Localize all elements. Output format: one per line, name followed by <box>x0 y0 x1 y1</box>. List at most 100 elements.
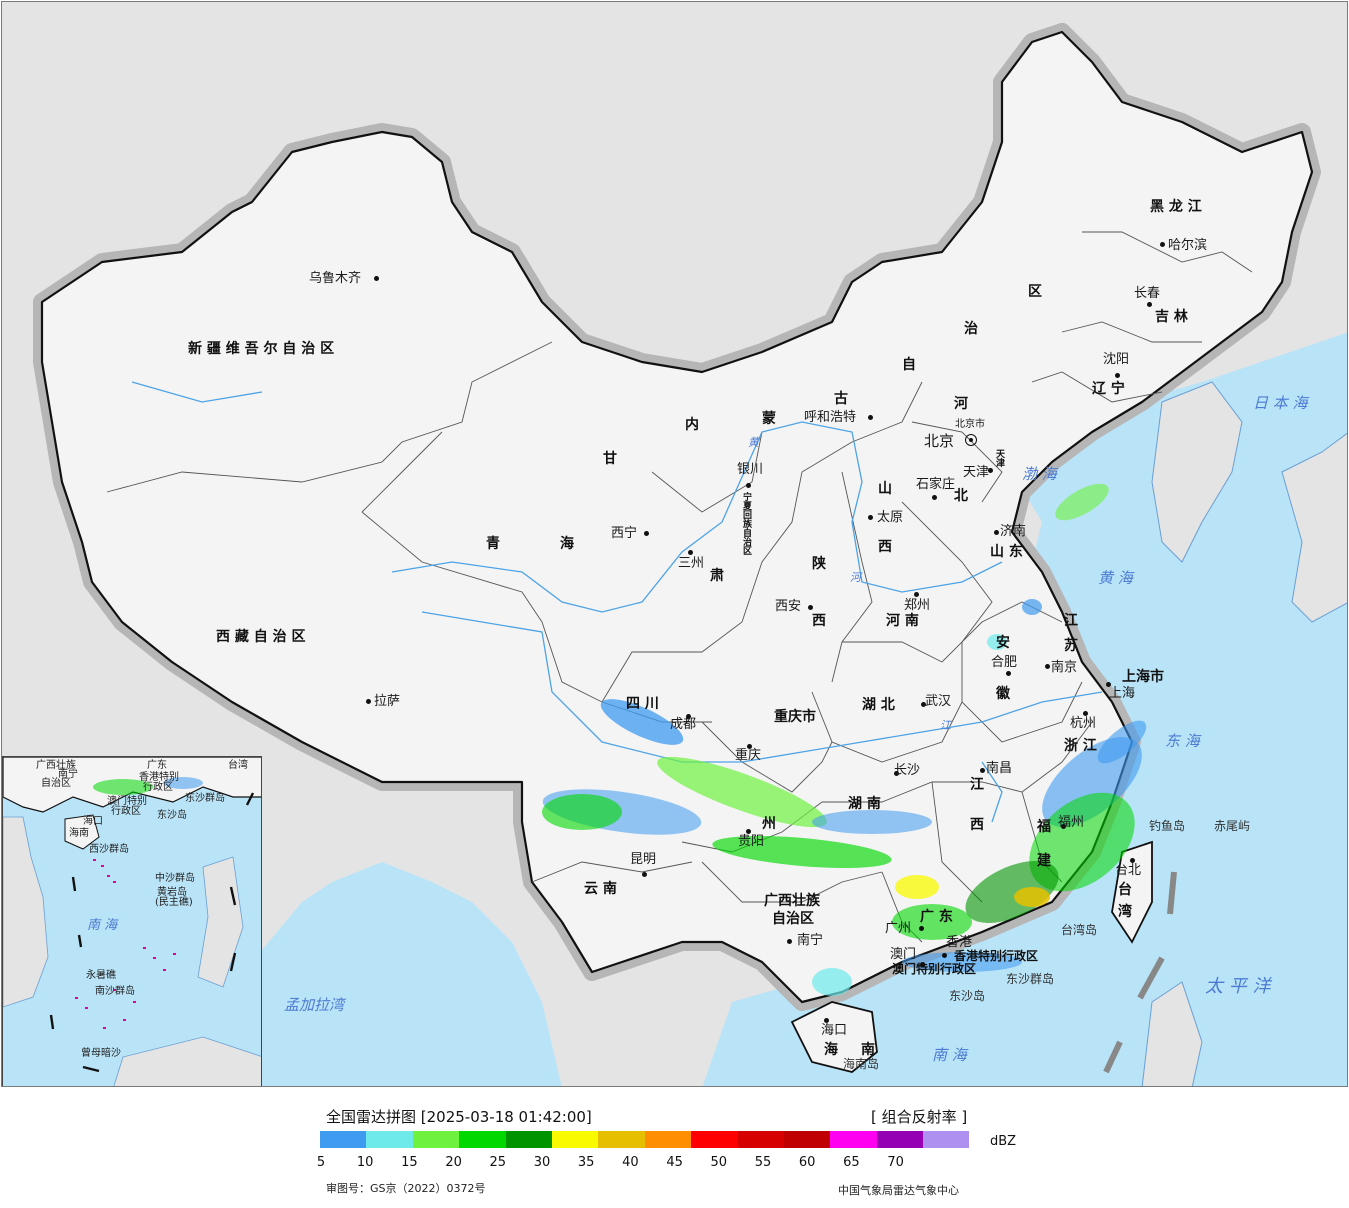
dot-zhengzhou <box>914 592 919 597</box>
prov-guangdong: 广 东 <box>920 909 953 925</box>
beijing-marker <box>965 434 977 446</box>
city-shijiazhuang: 石家庄 <box>916 477 956 492</box>
river-huanghe: 黄 <box>748 436 759 449</box>
dot-kunming <box>642 872 647 877</box>
city-zhengzhou: 郑州 <box>904 598 931 613</box>
legend-tick-label: 20 <box>445 1155 462 1170</box>
inset-huangyan: 黄岩岛 <box>157 887 187 898</box>
dot-xining <box>644 531 649 536</box>
prov-tianjin-small: 天津 <box>994 449 1004 467</box>
city-xian: 西安 <box>775 599 802 614</box>
legend-swatch <box>830 1131 877 1148</box>
city-hangzhou: 杭州 <box>1070 716 1097 731</box>
prov-shaanxi2: 西 <box>812 613 826 629</box>
legend-source: 中国气象局雷达气象中心 <box>838 1184 959 1197</box>
inset-huangyan2: (民主礁) <box>155 897 193 908</box>
prov-guangxi1: 广西壮族 <box>764 893 820 909</box>
sea-donghai: 东 海 <box>1165 732 1200 750</box>
prov-ningxia: 宁夏回族自治区 <box>741 492 751 555</box>
legend-tick-label: 10 <box>356 1155 374 1170</box>
dot-guangzhou <box>919 926 924 931</box>
prov-xizang: 西 藏 自 治 区 <box>216 629 306 645</box>
hainan-island <box>790 1001 878 1073</box>
ocean-west <box>242 862 562 1086</box>
prov-hebei2: 北 <box>954 488 968 504</box>
dot-changsha <box>894 771 899 776</box>
city-taipei: 台北 <box>1115 863 1142 878</box>
legend-tick-label: 5 <box>316 1155 326 1170</box>
legend-tick-label: 15 <box>401 1155 418 1170</box>
legend-tick-label: 35 <box>577 1155 595 1170</box>
dot-hefei <box>1006 671 1011 676</box>
prov-xinjiang: 新 疆 维 吾 尔 自 治 区 <box>188 341 335 357</box>
inset-vietnam <box>3 816 49 1008</box>
rivers <box>131 381 1103 823</box>
inset-philippines <box>197 856 244 988</box>
dot-hohhot <box>868 415 873 420</box>
legend-swatch <box>876 1131 924 1148</box>
city-nanchang: 南昌 <box>986 761 1013 776</box>
inset-macau: 澳门特别 <box>107 796 147 807</box>
prov-liaoning: 辽 宁 <box>1092 381 1125 397</box>
prov-jiangsu1: 江 <box>1064 613 1078 629</box>
island-dongsha: 东沙岛 <box>949 989 986 1003</box>
prov-sichuan: 四 川 <box>626 696 659 712</box>
inset-dongsha: 东沙群岛 <box>185 793 225 804</box>
prov-shanghai: 上海市 <box>1122 669 1164 685</box>
dot-shanghai <box>1106 682 1111 687</box>
city-hohhot: 呼和浩特 <box>804 410 857 425</box>
prov-jiangsu2: 苏 <box>1064 638 1078 654</box>
prov-hk: 香港特别行政区 <box>954 949 1039 963</box>
legend-swatch <box>923 1131 970 1148</box>
dot-changchun <box>1147 302 1152 307</box>
legend-tick-label: 60 <box>798 1155 816 1170</box>
inset-islands <box>75 859 176 1029</box>
dot-nanning <box>787 939 792 944</box>
city-beijing: 北京 <box>924 432 955 450</box>
legend-tick-label: 70 <box>887 1155 904 1170</box>
inset-dongshadao: 东沙岛 <box>157 810 187 821</box>
dot-haikou <box>824 1018 829 1023</box>
inset-hainan <box>64 814 100 850</box>
prov-hainan1: 海 <box>824 1042 838 1058</box>
inset-zengmu: 曾母暗沙 <box>81 1048 121 1059</box>
city-hefei: 合肥 <box>991 655 1018 670</box>
city-wuhan: 武汉 <box>925 694 952 709</box>
legend-swatch <box>598 1131 645 1148</box>
prov-guizhou: 州 <box>762 816 776 832</box>
prov-fujian1: 福 <box>1037 819 1051 835</box>
prov-neimenggu5: 治 <box>964 321 978 337</box>
china-land <box>40 30 1314 1004</box>
city-hongkong: 香港 <box>946 935 973 950</box>
prov-heilongjiang: 黑 龙 江 <box>1150 199 1202 215</box>
legend-swatch <box>459 1131 506 1148</box>
prov-guangxi2: 自治区 <box>772 911 814 927</box>
dot-harbin <box>1160 242 1165 247</box>
inset-xisha: 西沙群岛 <box>89 844 129 855</box>
dot-chongqing <box>747 744 752 749</box>
city-lanzhou: 三州 <box>678 556 705 571</box>
inset-guangxi2: 自治区 <box>41 778 71 789</box>
legend: 全国雷达拼图 [2025-03-18 01:42:00] [ 组合反射率 ] d… <box>0 1088 1349 1208</box>
prov-yunnan: 云 南 <box>584 881 617 897</box>
city-macao: 澳门 <box>890 947 917 962</box>
dot-guiyang <box>746 829 751 834</box>
prov-taiwan2: 湾 <box>1118 904 1132 920</box>
inset-nansha: 南沙群岛 <box>95 986 135 997</box>
prov-gansu2: 肃 <box>710 568 724 584</box>
legend-tick-label: 65 <box>843 1155 860 1170</box>
legend-swatch <box>691 1131 738 1148</box>
sea-huanghai: 黄 海 <box>1098 569 1133 587</box>
radar-map: 北京市 乌鲁木齐 拉萨 西宁 三州 银川 呼和浩特 北京 天津 石家庄 太原 济… <box>1 1 1348 1087</box>
city-harbin: 哈尔滨 <box>1168 238 1208 253</box>
sea-mengjiala: 孟加拉湾 <box>284 996 345 1014</box>
sea-nanhai: 南 海 <box>932 1046 967 1064</box>
inset-nanhai: 南 海 <box>87 918 118 933</box>
dot-lanzhou <box>688 550 693 555</box>
inset-zhongsha: 中沙群岛 <box>155 873 195 884</box>
prov-qinghai1: 青 <box>486 536 500 552</box>
dot-yinchuan <box>746 483 751 488</box>
city-nanjing: 南京 <box>1051 660 1078 675</box>
city-nanning: 南宁 <box>797 933 824 948</box>
city-chongqing: 重庆 <box>735 748 762 763</box>
